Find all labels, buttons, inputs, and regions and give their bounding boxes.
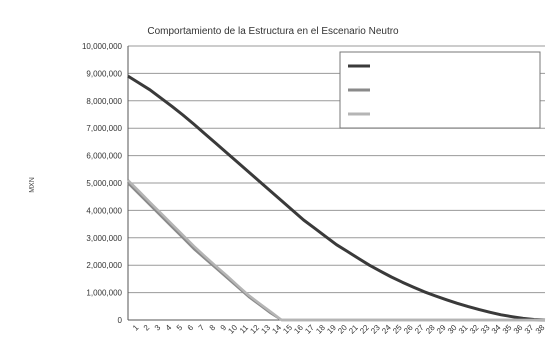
y-tick-label: 6,000,000 xyxy=(86,152,122,161)
legend-box xyxy=(339,51,541,129)
x-tick-label: 4 xyxy=(164,323,174,333)
y-tick-label: 3,000,000 xyxy=(86,234,122,243)
x-tick-label: 6 xyxy=(186,323,196,333)
y-tick-label: 9,000,000 xyxy=(86,69,122,78)
x-tick-label: 1 xyxy=(131,323,141,333)
series-line-0 xyxy=(127,74,546,322)
x-tick-label: 7 xyxy=(197,323,207,333)
y-tick-label: 4,000,000 xyxy=(86,206,122,215)
y-tick-label: 5,000,000 xyxy=(86,179,122,188)
y-tick-label: 2,000,000 xyxy=(86,261,122,270)
x-tick-label: 2 xyxy=(142,323,152,333)
series-lines xyxy=(127,74,546,322)
y-axis-label: MXN xyxy=(29,177,36,193)
y-tick-label: 10,000,000 xyxy=(82,42,123,51)
x-tick-label: 3 xyxy=(153,323,163,333)
chart-title: Comportamiento de la Estructura en el Es… xyxy=(147,26,399,37)
y-tick-labels: 0 1,000,000 2,000,000 3,000,000 4,000,000 5,0… xyxy=(82,42,123,325)
y-tick-label: 8,000,000 xyxy=(86,97,122,106)
legend xyxy=(339,51,541,129)
series-line-2 xyxy=(127,179,545,322)
x-tick-label: 5 xyxy=(175,323,185,333)
x-tick-label: 8 xyxy=(208,323,218,333)
y-tick-label: 0 xyxy=(118,316,123,325)
y-tick-label: 1,000,000 xyxy=(86,289,122,298)
x-tick-label: 9 xyxy=(219,323,229,333)
y-tick-label: 7,000,000 xyxy=(86,124,122,133)
